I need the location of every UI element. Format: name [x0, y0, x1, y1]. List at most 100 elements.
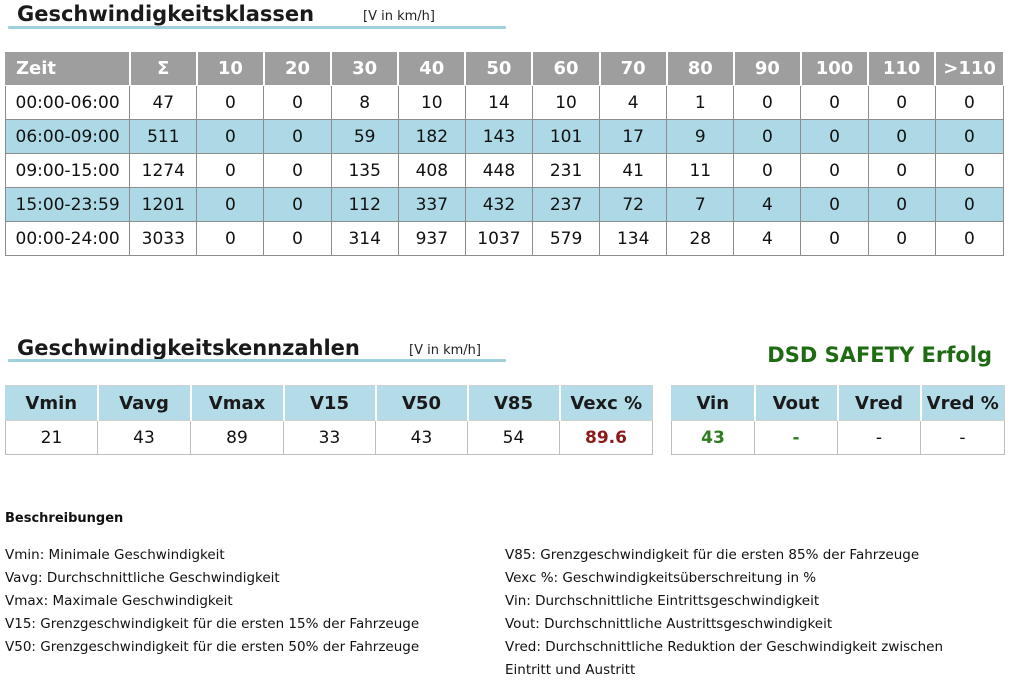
- col-header: >110: [934, 51, 1005, 86]
- dsd-metrics-table: Vin Vout Vred Vred % 43 - - -: [671, 385, 1005, 455]
- speed-table-row: 06:00-09:00 511 0 0 59 182 143 101 17 9 0 0 0 0: [4, 119, 1005, 154]
- descriptions-right-column: V85: Grenzgeschwindigkeit für die ersten…: [505, 544, 975, 682]
- col-header: 100: [799, 51, 869, 86]
- count-cell: 11: [666, 153, 735, 188]
- time-range-cell: 09:00-15:00: [4, 153, 131, 188]
- count-cell: 0: [733, 153, 802, 188]
- count-cell: 432: [464, 187, 533, 222]
- count-cell: 4: [733, 187, 802, 222]
- speed-table-row: 15:00-23:59 1201 0 0 112 337 432 237 72 7 4 0 0 0: [4, 187, 1005, 222]
- time-range-cell: 00:00-24:00: [4, 221, 131, 256]
- count-cell: 0: [800, 153, 869, 188]
- count-cell: 408: [397, 153, 466, 188]
- dsd-safety-title: DSD SAFETY Erfolg: [767, 343, 992, 367]
- dsd-value-vred: -: [837, 420, 921, 455]
- metric-header-v15: V15: [282, 385, 376, 421]
- description-item: V50: Grenzgeschwindigkeit für die ersten…: [5, 639, 420, 655]
- col-header: 50: [464, 51, 533, 86]
- metric-header-v85: V85: [466, 385, 560, 421]
- metric-value-vexc: 89.6: [559, 420, 653, 455]
- description-item: Vmin: Minimale Geschwindigkeit: [5, 547, 225, 563]
- col-header: Σ: [128, 51, 198, 86]
- metric-header-vavg: Vavg: [96, 385, 191, 421]
- count-cell: 0: [934, 153, 1005, 188]
- description-item: Vexc %: Geschwindigkeitsüberschreitung i…: [505, 570, 817, 586]
- description-item: Vmax: Maximale Geschwindigkeit: [5, 593, 233, 609]
- count-cell: 511: [129, 119, 198, 154]
- count-cell: 579: [531, 221, 601, 256]
- dsd-header-row: Vin Vout Vred Vred %: [671, 385, 1005, 421]
- count-cell: 7: [666, 187, 735, 222]
- description-item: V85: Grenzgeschwindigkeit für die ersten…: [505, 547, 920, 563]
- count-cell: 0: [263, 119, 332, 154]
- metric-value-vmax: 89: [190, 420, 284, 455]
- count-cell: 28: [666, 221, 735, 256]
- descriptions-heading: Beschreibungen: [5, 511, 124, 526]
- col-header: 70: [598, 51, 668, 86]
- count-cell: 314: [330, 221, 399, 256]
- col-header: Zeit: [4, 51, 131, 86]
- col-header: 90: [732, 51, 802, 86]
- count-cell: 72: [599, 187, 668, 222]
- count-cell: 0: [867, 187, 936, 222]
- count-cell: 10: [397, 85, 466, 120]
- count-cell: 112: [330, 187, 399, 222]
- dsd-value-vin: 43: [671, 420, 755, 455]
- dsd-value-vred-pct: -: [920, 420, 1005, 455]
- count-cell: 1: [666, 85, 735, 120]
- count-cell: 0: [196, 153, 265, 188]
- count-cell: 10: [531, 85, 601, 120]
- count-cell: 448: [464, 153, 533, 188]
- count-cell: 0: [263, 85, 332, 120]
- count-cell: 101: [531, 119, 601, 154]
- count-cell: 3033: [129, 221, 198, 256]
- speed-classes-table: Zeit Σ 10 20 30 40 50 60 70 80 90 100 11…: [4, 51, 1005, 256]
- count-cell: 231: [531, 153, 601, 188]
- metric-header-vexc: Vexc %: [558, 385, 653, 421]
- count-cell: 0: [800, 221, 869, 256]
- count-cell: 0: [196, 119, 265, 154]
- description-item: V15: Grenzgeschwindigkeit für die ersten…: [5, 616, 420, 632]
- dsd-header-vin: Vin: [671, 385, 755, 421]
- count-cell: 47: [129, 85, 198, 120]
- count-cell: 0: [867, 119, 936, 154]
- col-header: 40: [397, 51, 466, 86]
- count-cell: 0: [867, 221, 936, 256]
- count-cell: 0: [196, 187, 265, 222]
- count-cell: 17: [599, 119, 668, 154]
- count-cell: 0: [800, 85, 869, 120]
- count-cell: 0: [196, 221, 265, 256]
- count-cell: 41: [599, 153, 668, 188]
- speed-classes-underline: [8, 26, 506, 29]
- metric-value-vmin: 21: [5, 420, 98, 455]
- col-header: 110: [867, 51, 936, 86]
- metric-value-v50: 43: [375, 420, 468, 455]
- count-cell: 0: [934, 119, 1005, 154]
- speed-metrics-title: Geschwindigkeitskennzahlen: [17, 336, 360, 360]
- metric-header-vmax: Vmax: [189, 385, 284, 421]
- count-cell: 1274: [129, 153, 198, 188]
- count-cell: 135: [330, 153, 399, 188]
- description-item: Vout: Durchschnittliche Austrittsgeschwi…: [505, 616, 833, 632]
- time-range-cell: 15:00-23:59: [4, 187, 131, 222]
- count-cell: 0: [733, 119, 802, 154]
- count-cell: 14: [464, 85, 533, 120]
- speed-table-row: 00:00-06:00 47 0 0 8 10 14 10 4 1 0 0 0 0: [4, 85, 1005, 120]
- count-cell: 337: [397, 187, 466, 222]
- time-range-cell: 00:00-06:00: [4, 85, 131, 120]
- count-cell: 182: [397, 119, 466, 154]
- col-header: 60: [531, 51, 601, 86]
- count-cell: 0: [263, 153, 332, 188]
- speed-metrics-table: Vmin Vavg Vmax V15 V50 V85 Vexc % 21 43 …: [5, 385, 653, 455]
- count-cell: 237: [531, 187, 601, 222]
- metric-value-vavg: 43: [97, 420, 191, 455]
- count-cell: 9: [666, 119, 735, 154]
- count-cell: 0: [867, 153, 936, 188]
- description-item: Vin: Durchschnittliche Eintrittsgeschwin…: [505, 593, 820, 609]
- count-cell: 0: [733, 85, 802, 120]
- count-cell: 1201: [129, 187, 198, 222]
- count-cell: 0: [263, 221, 332, 256]
- time-range-cell: 06:00-09:00: [4, 119, 131, 154]
- count-cell: 8: [330, 85, 399, 120]
- col-header: 10: [195, 51, 265, 86]
